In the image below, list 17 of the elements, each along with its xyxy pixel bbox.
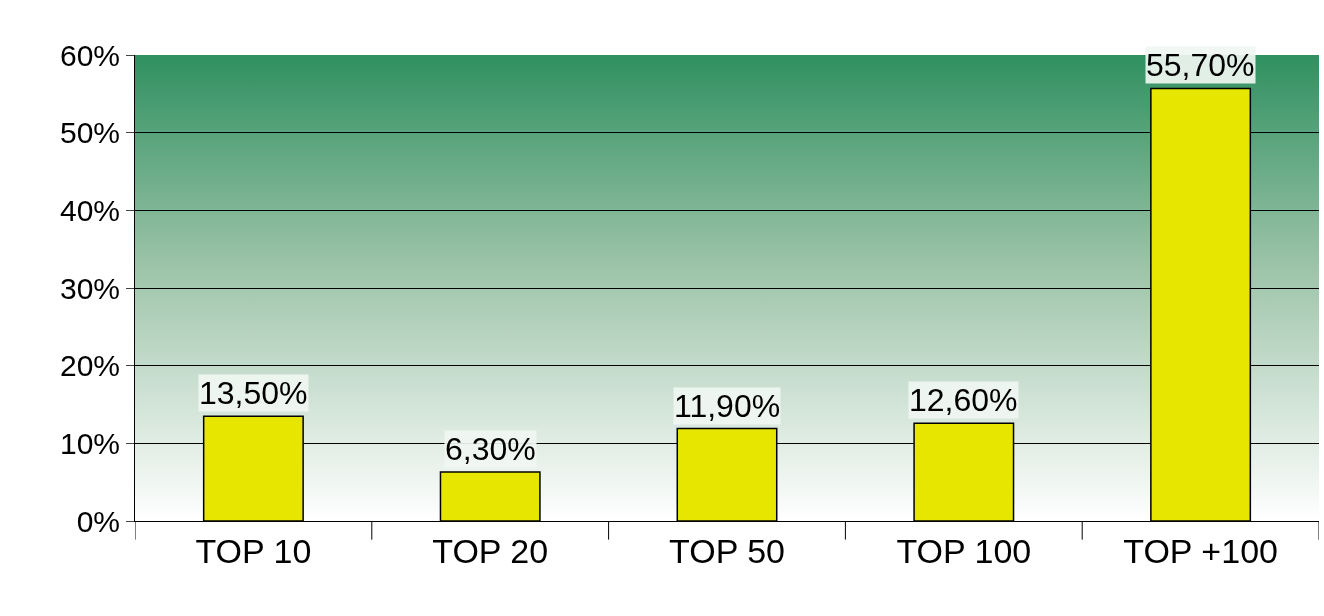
- y-tick-label: 20%: [59, 349, 120, 383]
- data-label: 13,50%: [199, 375, 308, 411]
- x-tick-label: TOP 100: [896, 531, 1032, 570]
- y-tick-label: 50%: [59, 116, 120, 150]
- y-tick-label: 10%: [59, 426, 120, 460]
- x-tick-label: TOP 20: [432, 531, 549, 570]
- data-label: 11,90%: [674, 388, 781, 424]
- data-label: 55,70%: [1146, 47, 1255, 83]
- data-label: 6,30%: [445, 431, 536, 467]
- x-tick-label: TOP 50: [669, 531, 785, 570]
- y-tick-label: 40%: [59, 193, 120, 227]
- y-tick-label: 0%: [76, 504, 120, 538]
- x-tick-label: TOP 10: [195, 531, 312, 570]
- x-tick-label: TOP +100: [1123, 531, 1278, 570]
- y-tick-label: 60%: [59, 38, 120, 72]
- data-label: 12,60%: [909, 382, 1018, 418]
- y-tick-label: 30%: [59, 271, 120, 305]
